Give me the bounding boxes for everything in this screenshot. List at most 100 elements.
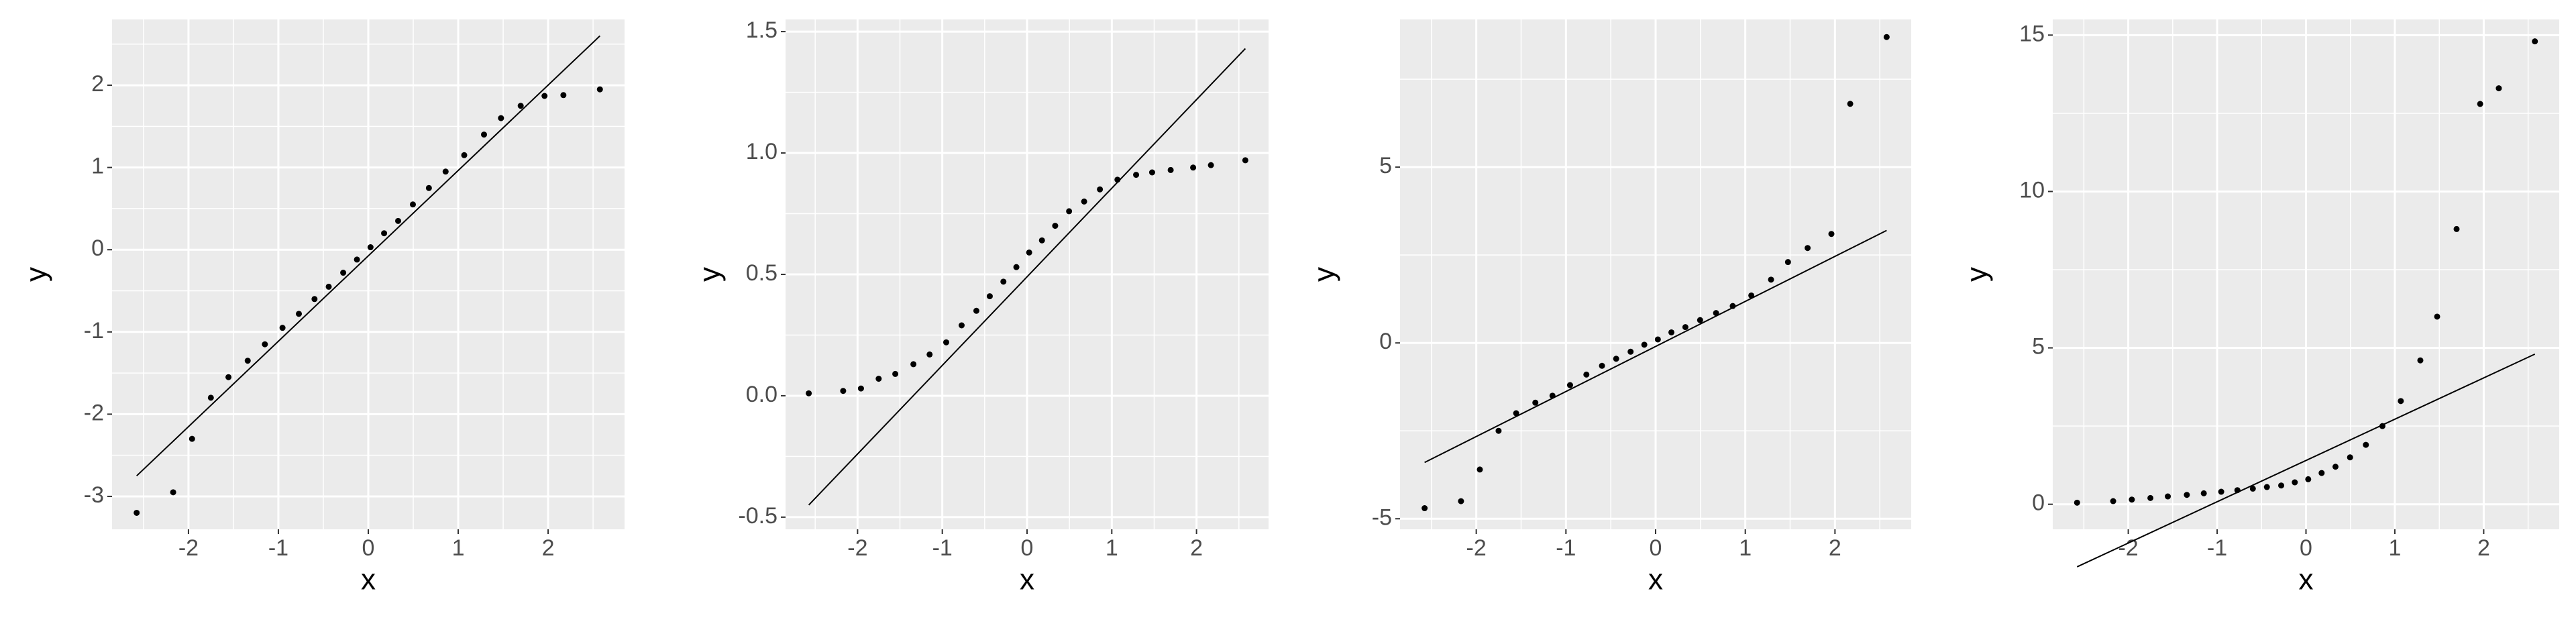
x-tick-label: 1 bbox=[2388, 535, 2401, 561]
x-tick-label: 2 bbox=[2477, 535, 2490, 561]
point bbox=[2417, 357, 2424, 364]
point bbox=[2477, 101, 2483, 107]
y-tick-label: 1.5 bbox=[746, 17, 777, 43]
point bbox=[1748, 292, 1755, 299]
point bbox=[2263, 484, 2270, 490]
x-axis-title: x bbox=[1648, 564, 1663, 596]
point bbox=[857, 385, 864, 392]
point bbox=[381, 230, 388, 237]
point bbox=[1167, 166, 1174, 173]
point bbox=[958, 322, 965, 329]
point bbox=[262, 341, 268, 347]
point bbox=[1697, 317, 1703, 323]
point bbox=[1038, 237, 1045, 244]
y-tick-label: 10 bbox=[2019, 177, 2045, 203]
point bbox=[279, 325, 286, 331]
point bbox=[296, 311, 303, 317]
point bbox=[1549, 392, 1556, 399]
point bbox=[1066, 208, 1073, 215]
point bbox=[1190, 164, 1197, 171]
x-axis-title: x bbox=[1020, 564, 1034, 596]
y-tick-label: -5 bbox=[1372, 504, 1392, 530]
point bbox=[1768, 276, 1774, 283]
point bbox=[2292, 479, 2298, 486]
x-axis-title: x bbox=[361, 564, 376, 596]
panel: -2 -1 0 1 2 -5 0 5 x y bbox=[1308, 19, 1911, 596]
reference-line bbox=[136, 35, 600, 477]
point bbox=[1208, 162, 1214, 168]
point bbox=[1513, 410, 1519, 417]
x-tick-label: 0 bbox=[2300, 535, 2312, 561]
panel: -2 -1 0 1 2 -0.5 0.0 0.5 1.0 1.5 x y bbox=[694, 17, 1269, 596]
point bbox=[892, 370, 899, 377]
point bbox=[311, 296, 318, 303]
point bbox=[1641, 341, 1648, 348]
point bbox=[2398, 398, 2404, 405]
point bbox=[2184, 492, 2190, 498]
point bbox=[1729, 303, 1736, 309]
point bbox=[2318, 470, 2325, 476]
point bbox=[2200, 490, 2207, 496]
point bbox=[1532, 399, 1539, 406]
point bbox=[541, 93, 548, 99]
x-tick-label: 1 bbox=[1106, 535, 1118, 561]
point bbox=[973, 307, 979, 314]
point bbox=[189, 435, 195, 442]
y-axis-title: y bbox=[1961, 267, 1994, 282]
x-tick-label: 2 bbox=[1190, 535, 1203, 561]
point bbox=[2278, 482, 2285, 489]
point bbox=[910, 361, 917, 368]
point bbox=[340, 270, 347, 276]
point bbox=[1114, 176, 1121, 183]
point bbox=[1242, 157, 1248, 164]
y-tick-label: 0.5 bbox=[746, 260, 777, 286]
point bbox=[1566, 382, 1573, 388]
point bbox=[409, 201, 416, 208]
point bbox=[1668, 329, 1675, 335]
point bbox=[2532, 38, 2538, 45]
y-tick-label: -2 bbox=[84, 400, 104, 425]
x-tick-label: -1 bbox=[2207, 535, 2227, 561]
y-tick-label: 0.0 bbox=[746, 382, 777, 407]
x-tick-label: -2 bbox=[1466, 535, 1487, 561]
point bbox=[1458, 498, 1464, 504]
point bbox=[1495, 427, 1502, 434]
point bbox=[2434, 313, 2440, 320]
x-tick-label: 2 bbox=[542, 535, 555, 561]
x-tick-label: 0 bbox=[1021, 535, 1034, 561]
point bbox=[1583, 371, 1590, 378]
point bbox=[2379, 423, 2385, 429]
y-tick-label: 0 bbox=[1379, 329, 1392, 354]
point bbox=[442, 168, 449, 175]
point bbox=[2332, 464, 2339, 470]
point bbox=[596, 86, 603, 93]
point bbox=[517, 103, 524, 109]
y-tick-label: 5 bbox=[2032, 334, 2045, 360]
point bbox=[1599, 362, 1605, 369]
point bbox=[840, 388, 847, 394]
point bbox=[1828, 231, 1835, 237]
point bbox=[1052, 223, 1059, 229]
y-tick-label: 0 bbox=[91, 235, 104, 261]
x-tick-label: 1 bbox=[452, 535, 465, 561]
panel: -2 -1 0 1 2 -3 -2 -1 0 1 2 x y bbox=[20, 19, 625, 596]
point bbox=[1097, 186, 1104, 193]
point bbox=[170, 489, 176, 496]
x-tick-label: -2 bbox=[847, 535, 867, 561]
x-tick-label: -1 bbox=[1556, 535, 1576, 561]
point bbox=[1654, 336, 1661, 343]
point bbox=[1000, 278, 1007, 285]
point bbox=[498, 115, 504, 121]
point bbox=[1805, 245, 1811, 252]
y-axis-title: y bbox=[694, 267, 727, 282]
x-tick-label: -1 bbox=[932, 535, 953, 561]
y-axis-title: y bbox=[1308, 267, 1341, 282]
point bbox=[244, 358, 251, 364]
point bbox=[1081, 198, 1087, 205]
point bbox=[1026, 249, 1032, 256]
y-tick-label: 15 bbox=[2019, 21, 2045, 46]
y-tick-label: -1 bbox=[84, 318, 104, 343]
x-tick-label: 2 bbox=[1829, 535, 1841, 561]
point bbox=[2110, 498, 2116, 504]
point bbox=[394, 217, 401, 224]
